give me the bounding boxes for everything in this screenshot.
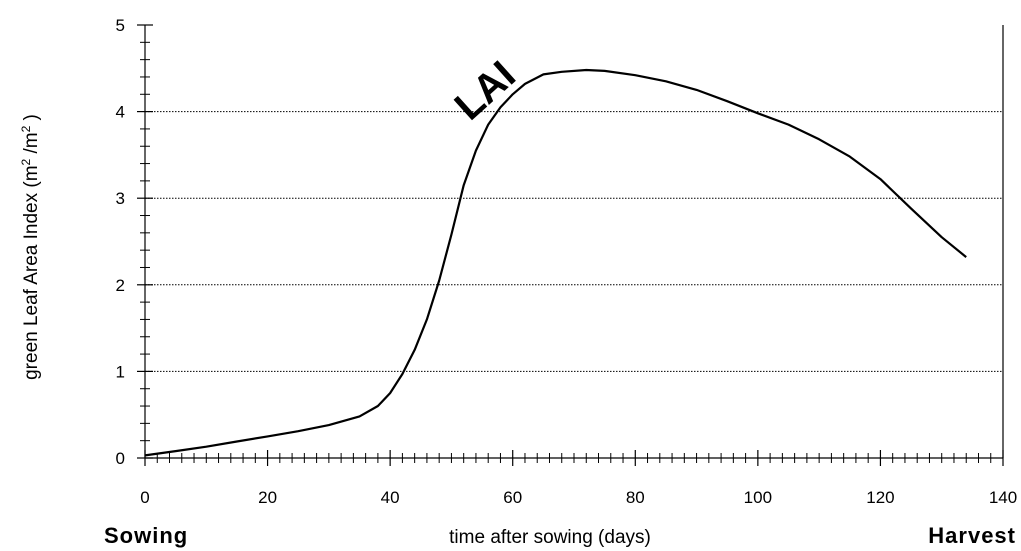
y-axis-title-sup2: 2: [19, 125, 33, 132]
y-axis-title: green Leaf Area Index (m2 /m2 ): [19, 114, 42, 380]
y-axis-title-sup1: 2: [19, 158, 33, 165]
sowing-label: Sowing: [104, 523, 188, 548]
minor-ticks: [140, 41, 992, 463]
lai-series-line: [144, 68, 967, 457]
y-axis-title-end: ): [21, 114, 42, 126]
major-ticks: [137, 24, 1004, 466]
x-tick-label-80: 80: [626, 488, 645, 507]
x-tick-label-140: 140: [989, 488, 1017, 507]
x-tick-label-60: 60: [503, 488, 522, 507]
y-tick-label-1: 1: [116, 362, 125, 381]
x-tick-label-120: 120: [866, 488, 894, 507]
y-tick-label-5: 5: [116, 16, 125, 35]
x-axis-title: time after sowing (days): [449, 527, 651, 548]
tick-labels: 0 20 40 60 80 100 120 140 0 1 2 3 4 5: [116, 16, 1018, 507]
y-tick-label-2: 2: [116, 276, 125, 295]
y-tick-label-0: 0: [116, 449, 125, 468]
plot-frame: [144, 25, 1004, 459]
x-tick-label-0: 0: [140, 488, 149, 507]
grid-lines: [145, 111, 1003, 372]
y-tick-label-4: 4: [116, 103, 125, 122]
x-tick-label-100: 100: [744, 488, 772, 507]
harvest-label: Harvest: [928, 523, 1016, 548]
x-tick-label-40: 40: [381, 488, 400, 507]
y-axis-title-mid: /m: [21, 132, 42, 158]
x-tick-label-20: 20: [258, 488, 277, 507]
lai-annotation: LAI: [447, 53, 524, 129]
y-tick-label-3: 3: [116, 189, 125, 208]
